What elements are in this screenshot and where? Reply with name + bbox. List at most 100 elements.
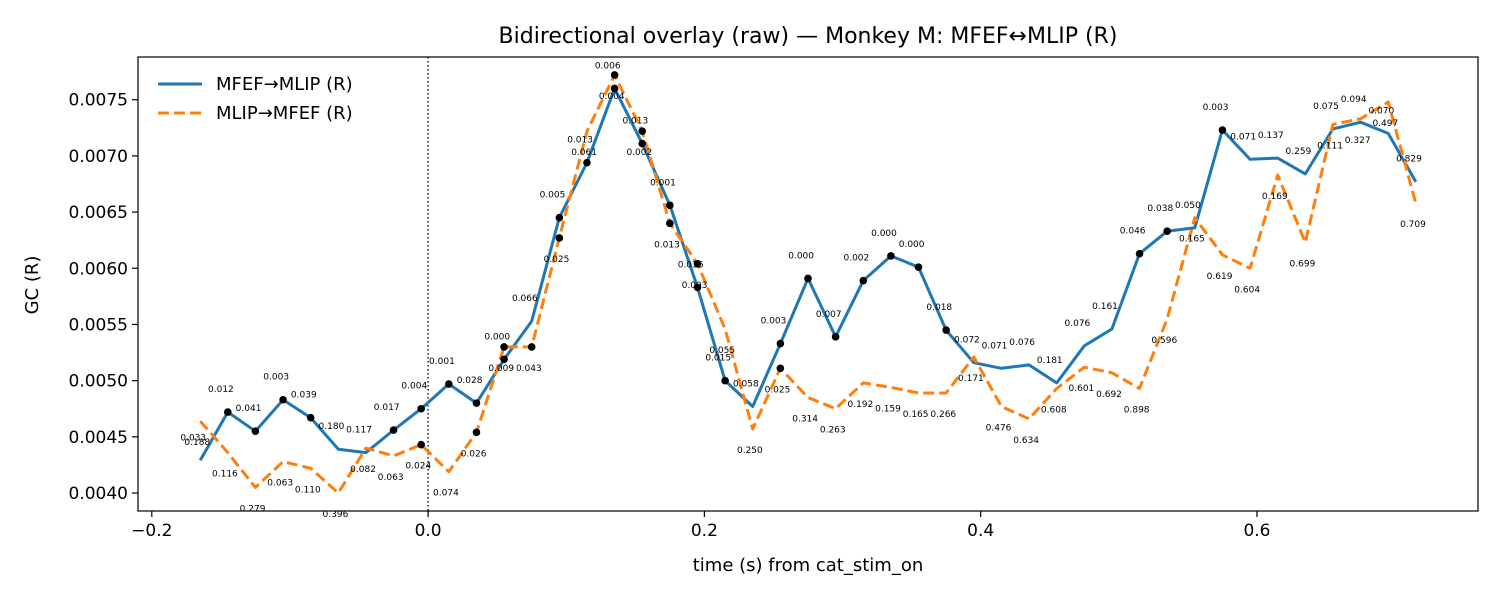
series-line-2	[199, 73, 1418, 495]
p-value-label: 0.009	[488, 364, 514, 374]
p-value-label: 0.327	[1345, 136, 1371, 146]
p-value-label: 0.025	[765, 385, 791, 395]
p-value-label: 0.043	[516, 364, 542, 374]
p-value-label: 0.028	[457, 376, 483, 386]
significant-point	[776, 364, 785, 373]
y-tick-label: 0.0065	[69, 203, 128, 223]
significant-point	[472, 399, 481, 407]
p-value-label: 0.006	[595, 61, 621, 71]
significant-point	[610, 71, 619, 79]
p-value-label: 0.094	[1341, 95, 1367, 105]
p-value-label: 0.004	[599, 92, 625, 102]
significant-point	[776, 339, 785, 348]
p-value-label: 0.033	[180, 433, 206, 443]
p-value-label: 0.000	[899, 240, 925, 250]
p-value-label: 0.012	[208, 385, 234, 395]
p-value-label: 0.076	[1065, 319, 1091, 329]
p-value-label: 0.000	[788, 251, 814, 261]
p-value-label: 0.634	[1013, 436, 1039, 446]
significant-point	[445, 380, 453, 388]
p-value-label: 0.000	[484, 332, 510, 342]
p-value-label: 0.619	[1207, 272, 1233, 282]
x-tick-label: 0.6	[1243, 521, 1270, 541]
significant-point	[306, 413, 315, 422]
p-value-label: 0.003	[1203, 103, 1229, 113]
p-value-label: 0.063	[267, 479, 293, 489]
x-tick-label: 0.2	[691, 521, 718, 541]
p-value-label: 0.046	[1120, 227, 1146, 237]
p-value-label: 0.074	[433, 489, 459, 499]
p-value-label: 0.066	[512, 294, 538, 304]
p-value-label: 0.075	[1313, 102, 1339, 112]
y-tick-label: 0.0075	[69, 91, 128, 111]
p-value-label: 0.002	[626, 148, 652, 158]
axes-frame	[137, 56, 1479, 512]
p-value-label: 0.192	[847, 400, 873, 410]
p-value-label: 0.015	[705, 354, 731, 364]
significant-point	[417, 404, 425, 413]
p-value-label: 0.169	[1262, 192, 1288, 202]
legend: MFEF→MLIP (R) MLIP→MFEF (R)	[158, 74, 353, 124]
p-value-label: 0.110	[295, 485, 321, 495]
significant-point	[1218, 126, 1227, 134]
plot-area	[138, 57, 1478, 511]
p-value-label: 0.050	[1175, 201, 1201, 211]
significant-point	[500, 343, 508, 351]
significant-point	[887, 252, 895, 260]
significant-point	[831, 333, 840, 341]
p-value-label: 0.709	[1400, 220, 1426, 230]
p-value-label: 0.266	[930, 410, 956, 420]
p-value-label: 0.072	[954, 336, 980, 346]
y-tick-label: 0.0060	[69, 259, 128, 279]
significant-point	[693, 283, 702, 292]
p-value-label: 0.181	[1037, 356, 1063, 366]
p-value-label: 0.004	[401, 382, 427, 392]
x-tick-label: 0.0	[415, 521, 442, 541]
significant-point	[942, 326, 950, 334]
chart-title: Bidirectional overlay (raw) — Monkey M: …	[499, 24, 1118, 49]
significant-point	[914, 263, 923, 271]
x-tick-label: −0.2	[131, 521, 172, 541]
p-value-label: 0.036	[678, 260, 704, 270]
p-value-label: 0.604	[1234, 285, 1260, 295]
significant-point	[693, 259, 702, 268]
p-value-label: 0.003	[761, 317, 787, 327]
p-value-label: 0.601	[1069, 384, 1095, 394]
p-value-label: 0.058	[733, 379, 759, 389]
significant-point	[666, 219, 674, 228]
significant-point	[555, 234, 564, 242]
significant-point	[666, 201, 674, 210]
significant-point	[472, 428, 481, 437]
y-tick-label: 0.0050	[69, 372, 128, 392]
significant-point	[500, 355, 508, 364]
significant-point	[804, 274, 812, 283]
p-value-label: 0.070	[1368, 106, 1394, 116]
p-value-label: 0.039	[291, 391, 317, 401]
p-value-label: 0.279	[240, 504, 266, 514]
axes: −0.2 0.0 0.2 0.4 0.6 0.0040 0.0045 0.0050 0.0055…	[69, 56, 1479, 541]
significant-point	[223, 408, 232, 416]
significant-point	[721, 376, 729, 385]
p-value-label: 0.116	[212, 470, 238, 480]
significant-point	[638, 139, 647, 148]
p-value-label: 0.259	[1286, 147, 1312, 157]
y-axis-label: GC (R)	[22, 256, 43, 315]
p-value-label: 0.250	[737, 446, 763, 456]
p-value-label: 0.013	[654, 240, 680, 250]
p-value-label: 0.161	[1092, 302, 1118, 312]
p-value-label: 0.001	[650, 178, 676, 188]
p-value-label: 0.038	[1147, 204, 1173, 214]
significant-point	[859, 276, 868, 285]
legend-label-2: MLIP→MFEF (R)	[216, 103, 353, 124]
significant-point	[389, 426, 398, 434]
p-value-label: 0.314	[792, 415, 818, 425]
p-value-label: 0.018	[926, 303, 952, 313]
p-value-label: 0.829	[1396, 155, 1422, 165]
p-value-label: 0.024	[405, 462, 431, 472]
p-value-label: 0.171	[958, 374, 984, 384]
significant-point	[527, 343, 536, 351]
p-value-label: 0.001	[429, 357, 455, 367]
p-value-label: 0.003	[682, 281, 708, 291]
p-value-label: 0.165	[903, 410, 929, 420]
y-tick-label: 0.0040	[69, 484, 128, 504]
